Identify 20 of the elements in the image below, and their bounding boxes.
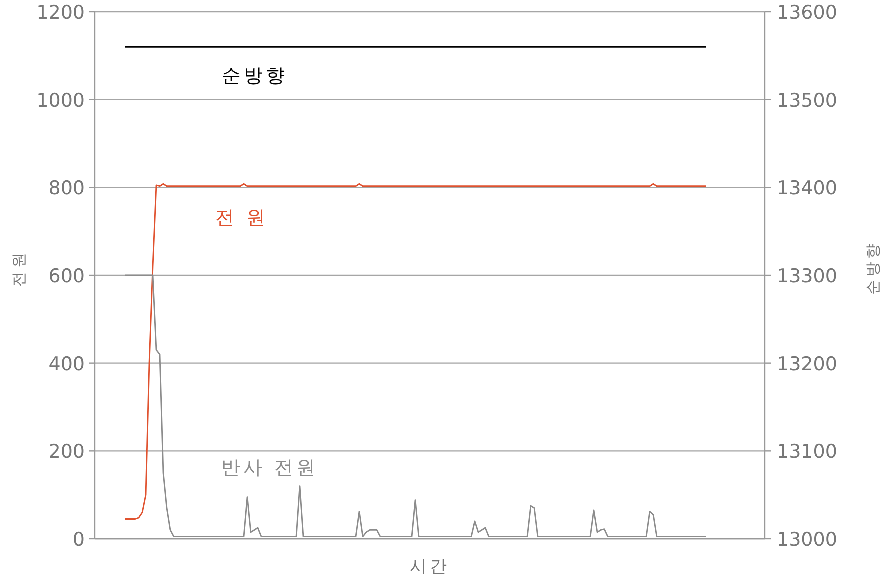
y-tick-label: 200 <box>48 441 85 464</box>
x-axis-title: 시간 <box>410 557 450 577</box>
y-tick-label: 600 <box>48 266 85 288</box>
series-label: 전 원 <box>215 207 269 229</box>
y2-tick-label: 13500 <box>777 90 838 112</box>
y-tick-label: 800 <box>48 178 85 200</box>
y2-axis-title: 순방향 <box>864 241 882 295</box>
y2-tick-label: 13100 <box>777 441 838 464</box>
y-tick-label: 1200 <box>36 2 85 24</box>
y-tick-label: 1000 <box>36 90 85 112</box>
series-label: 반사 전원 <box>221 457 319 479</box>
y-tick-label: 400 <box>48 353 85 376</box>
y-tick-label: 0 <box>72 529 85 551</box>
series-label: 순방향 <box>222 65 288 87</box>
y2-tick-label: 13600 <box>777 2 838 24</box>
y2-tick-label: 13000 <box>777 529 838 551</box>
y-axis-title: 전원 <box>10 249 28 287</box>
y2-tick-label: 13300 <box>777 266 838 288</box>
y2-tick-label: 13400 <box>777 178 838 200</box>
y2-tick-label: 13200 <box>777 353 838 376</box>
